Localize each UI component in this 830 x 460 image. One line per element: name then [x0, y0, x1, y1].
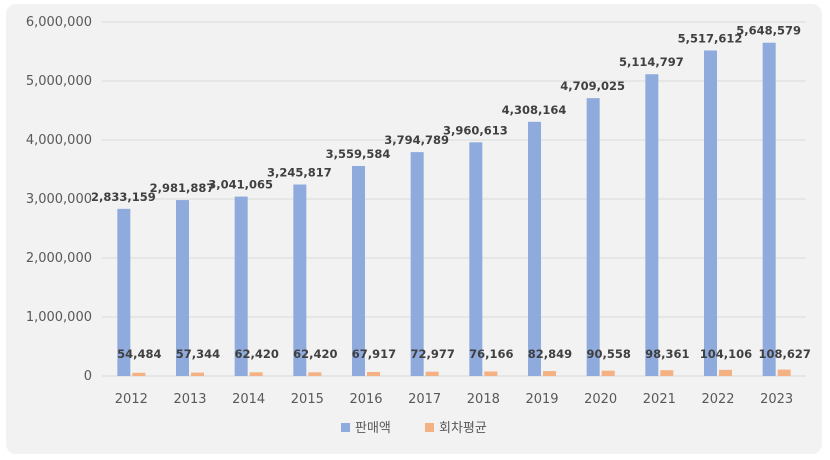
bar-average [601, 370, 615, 376]
bar-sales [234, 196, 248, 376]
data-label-sales: 5,114,797 [619, 55, 684, 69]
legend-swatch-sales [341, 423, 350, 432]
y-axis-ticks: 0 1,000,000 2,000,000 3,000,000 4,000,000 5,0… [26, 15, 92, 384]
data-label-sales: 4,308,164 [502, 103, 567, 117]
data-label-average: 90,558 [586, 347, 630, 361]
y-tick-label: 1,000,000 [26, 310, 92, 325]
y-tick-label: 2,000,000 [26, 251, 92, 266]
x-tick-label: 2013 [173, 392, 206, 407]
bar-average [425, 371, 439, 376]
data-labels: 2,833,159 54,484 2,981,887 57,344 3,041,065 6… [91, 24, 811, 361]
gridlines [102, 21, 806, 377]
legend-label-sales: 판매액 [355, 421, 391, 436]
bar-average [132, 372, 146, 376]
bar-sales [645, 74, 659, 376]
bar-sales [469, 142, 483, 376]
bar-sales [117, 208, 131, 376]
legend: 판매액 회차평균 [341, 421, 487, 436]
legend-label-average: 회차평균 [439, 421, 487, 436]
x-tick-label: 2015 [291, 392, 324, 407]
bar-average [249, 372, 263, 376]
data-label-average: 104,106 [700, 347, 752, 361]
data-label-sales: 3,245,817 [267, 165, 332, 179]
bars [117, 42, 791, 377]
x-tick-label: 2020 [584, 392, 617, 407]
y-tick-label: 5,000,000 [26, 74, 92, 89]
bar-average [484, 371, 498, 376]
y-tick-label: 4,000,000 [26, 133, 92, 148]
data-label-average: 57,344 [176, 347, 220, 361]
x-tick-label: 2016 [349, 392, 382, 407]
data-label-sales: 2,833,159 [91, 190, 156, 204]
data-label-average: 108,627 [758, 347, 810, 361]
bar-sales [704, 50, 717, 377]
bar-average [719, 369, 732, 376]
data-label-average: 82,849 [528, 347, 572, 361]
x-tick-label: 2023 [760, 392, 793, 407]
data-label-sales: 3,559,584 [326, 147, 391, 161]
y-tick-label: 6,000,000 [26, 15, 92, 30]
x-tick-label: 2012 [115, 392, 148, 407]
x-tick-label: 2014 [232, 392, 265, 407]
bar-sales [293, 184, 307, 376]
bar-sales [176, 200, 189, 376]
data-label-sales: 5,517,612 [678, 31, 743, 45]
data-label-average: 54,484 [117, 347, 161, 361]
data-label-average: 72,977 [410, 347, 454, 361]
data-label-sales: 4,709,025 [560, 79, 625, 93]
x-tick-label: 2017 [408, 392, 441, 407]
y-tick-label: 3,000,000 [26, 192, 92, 207]
bar-average [191, 372, 204, 376]
bar-average [543, 371, 556, 376]
bar-chart: 0 1,000,000 2,000,000 3,000,000 4,000,000 5,0… [26, 15, 811, 436]
data-label-average: 76,166 [469, 347, 513, 361]
x-tick-label: 2019 [525, 392, 558, 407]
x-tick-label: 2022 [701, 392, 734, 407]
bar-average [308, 372, 322, 376]
bar-average [660, 370, 674, 376]
legend-swatch-average [425, 423, 434, 432]
bar-sales [352, 165, 365, 376]
data-label-average: 98,361 [645, 347, 689, 361]
bar-average [777, 369, 791, 376]
data-label-average: 62,420 [293, 347, 337, 361]
y-tick-label: 0 [84, 369, 92, 384]
data-label-sales: 3,960,613 [443, 123, 508, 137]
bar-sales [410, 152, 424, 376]
bar-average [367, 371, 380, 376]
bar-sales [762, 42, 776, 377]
data-label-sales: 5,648,579 [736, 24, 801, 38]
data-label-sales: 2,981,887 [150, 181, 215, 195]
data-label-sales: 3,794,789 [384, 133, 449, 147]
data-label-average: 67,917 [352, 347, 396, 361]
data-label-average: 62,420 [234, 347, 278, 361]
x-axis-ticks: 2012 2013 2014 2015 2016 2017 2018 2019 2020 2021… [115, 392, 793, 407]
chart-card: 0 1,000,000 2,000,000 3,000,000 4,000,000 5,0… [6, 4, 822, 454]
data-label-sales: 3,041,065 [208, 178, 273, 192]
x-tick-label: 2021 [643, 392, 676, 407]
bar-sales [528, 121, 541, 376]
x-tick-label: 2018 [467, 392, 500, 407]
bar-sales [586, 98, 600, 376]
